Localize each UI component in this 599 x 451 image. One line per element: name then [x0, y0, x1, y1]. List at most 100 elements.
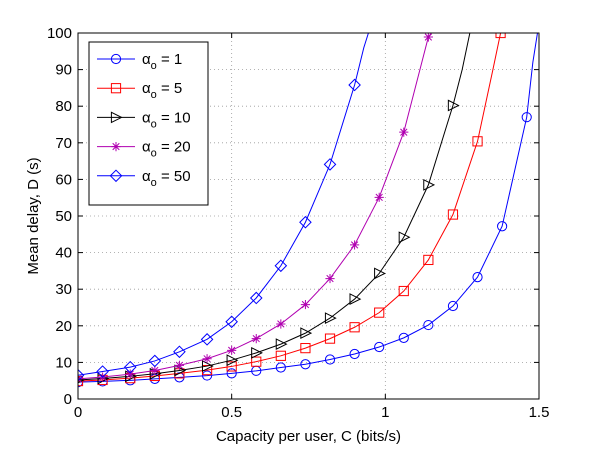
series-line — [78, 33, 502, 382]
series-3 — [78, 33, 471, 385]
legend-box — [88, 41, 209, 206]
data-point — [324, 312, 337, 325]
data-point — [275, 350, 286, 361]
y-tick-label: 70 — [55, 135, 72, 152]
legend: αo = 1 αo = 5 αo = 10 αo = 20 αo = 50 — [88, 41, 209, 206]
y-tick-label: 80 — [55, 98, 72, 115]
data-point — [447, 209, 459, 220]
data-point — [300, 359, 311, 370]
data-point — [226, 368, 237, 379]
data-point — [398, 285, 409, 297]
data-point — [447, 99, 460, 112]
x-tick-label: 0.5 — [221, 404, 242, 421]
data-point — [125, 369, 135, 379]
data-point — [398, 231, 411, 244]
data-point — [348, 78, 361, 92]
data-point — [374, 267, 386, 280]
data-point — [174, 364, 187, 377]
data-point — [374, 341, 385, 353]
data-point — [374, 307, 385, 318]
data-point — [227, 345, 237, 355]
data-point — [349, 293, 362, 305]
data-point — [324, 354, 336, 365]
data-point — [521, 112, 532, 123]
data-point — [398, 332, 409, 343]
data-point — [123, 360, 137, 374]
legend-marker — [110, 83, 122, 94]
data-point — [300, 299, 311, 310]
y-tick-label: 20 — [55, 318, 72, 335]
series-layer — [78, 33, 538, 388]
data-point — [78, 368, 85, 382]
data-point — [201, 360, 214, 372]
data-point — [150, 365, 160, 376]
legend-label: αo = 1 — [142, 51, 182, 72]
legend-marker — [109, 169, 123, 183]
data-point — [423, 178, 436, 191]
legend-marker — [110, 111, 123, 124]
series-4 — [78, 33, 433, 384]
data-point — [472, 136, 483, 147]
legend-entry: αo = 20 — [97, 139, 191, 160]
data-point — [472, 272, 483, 283]
y-tick-label: 0 — [64, 391, 72, 408]
legend-label: αo = 5 — [142, 80, 182, 101]
legend-entry: αo = 5 — [97, 80, 182, 101]
data-point — [423, 319, 434, 331]
legend-label: αo = 50 — [142, 168, 191, 189]
axis-ticks: 0 0.5 1 1.5 0 10 20 30 40 50 60 70 80 90 100 — [47, 25, 549, 421]
data-point — [423, 254, 434, 266]
data-point — [148, 354, 162, 368]
legend-entry: αo = 10 — [97, 109, 191, 130]
y-tick-label: 40 — [55, 245, 72, 262]
y-tick-label: 90 — [55, 62, 72, 79]
data-point — [374, 192, 384, 202]
series-5 — [78, 33, 369, 382]
data-point — [226, 361, 237, 372]
data-point — [350, 240, 360, 250]
data-point — [324, 333, 336, 344]
data-point — [275, 362, 286, 373]
data-point — [300, 343, 311, 354]
legend-label: αo = 10 — [142, 109, 191, 130]
y-tick-label: 30 — [55, 281, 72, 298]
data-point — [249, 291, 263, 305]
data-point — [325, 273, 335, 284]
data-point — [276, 319, 286, 329]
data-point — [251, 346, 263, 359]
y-tick-label: 50 — [55, 208, 72, 225]
x-tick-label: 1.5 — [529, 404, 550, 421]
data-point — [201, 370, 213, 381]
legend-label: αo = 20 — [142, 139, 191, 160]
data-point — [447, 300, 459, 312]
legend-marker — [111, 142, 121, 152]
data-point — [226, 354, 239, 367]
legend-marker — [110, 53, 122, 65]
data-point — [275, 338, 288, 351]
data-point — [173, 345, 186, 359]
y-tick-label: 10 — [55, 354, 72, 371]
series-line — [78, 33, 538, 383]
legend-entry: αo = 50 — [97, 168, 191, 189]
x-tick-label: 0 — [74, 404, 82, 421]
data-point — [349, 348, 360, 360]
y-axis-label: Mean delay, D (s) — [25, 157, 42, 274]
series-line — [78, 33, 432, 380]
data-point — [251, 334, 261, 344]
x-tick-label: 1 — [381, 404, 389, 421]
data-point — [96, 365, 109, 378]
data-point — [497, 221, 508, 232]
data-point — [300, 327, 313, 340]
data-point — [202, 354, 212, 364]
data-point — [200, 333, 214, 346]
legend-entry: αo = 1 — [97, 51, 182, 72]
data-point — [399, 127, 409, 137]
data-point — [423, 33, 433, 42]
data-point — [323, 158, 337, 171]
x-axis-label: Capacity per user, C (bits/s) — [216, 428, 401, 445]
data-point — [225, 315, 238, 329]
data-point — [251, 356, 262, 367]
y-tick-label: 100 — [47, 25, 72, 42]
data-point — [495, 33, 506, 39]
